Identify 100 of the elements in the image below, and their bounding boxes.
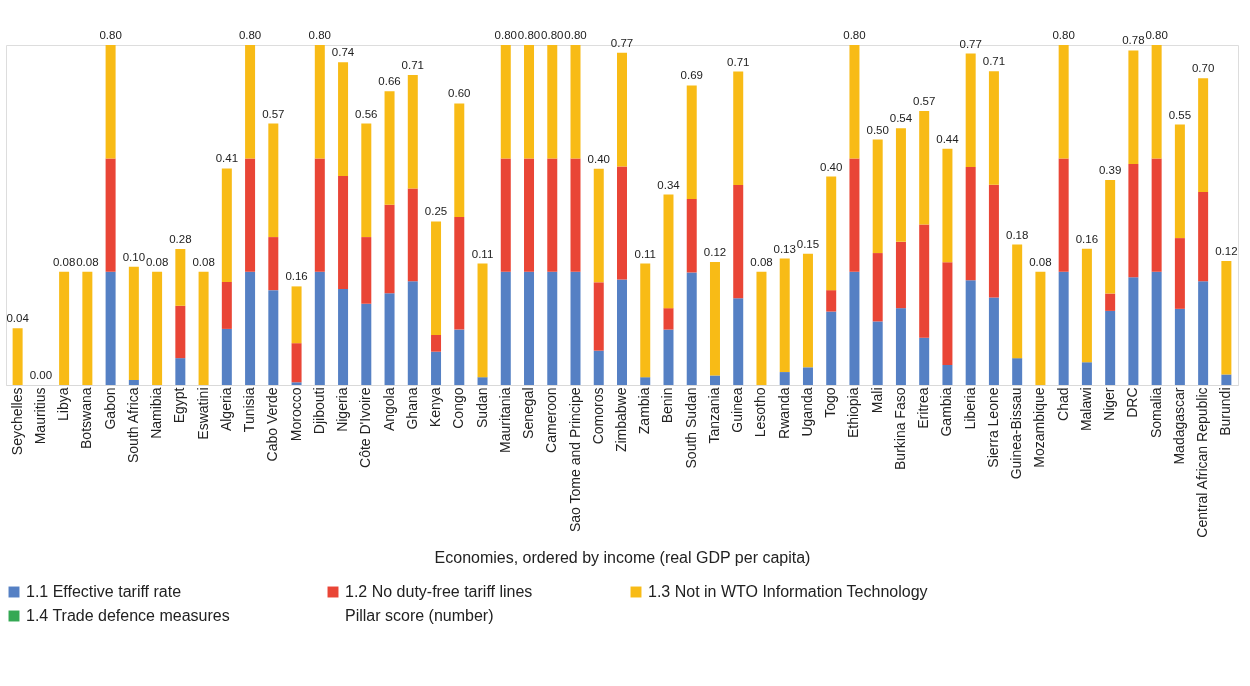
bar (477, 263, 488, 378)
annotation: 0.69 (680, 69, 703, 82)
x-tick-label: Nigeria (334, 387, 351, 432)
bar (733, 185, 744, 299)
annotation: 0.80 (541, 29, 564, 41)
bar (686, 272, 697, 385)
x-tick-label: Madagascar (1170, 387, 1187, 465)
bar (988, 71, 999, 185)
x-tick-label: Gabon (101, 387, 118, 430)
annotation: 0.08 (145, 255, 169, 268)
bar (245, 158, 256, 272)
x-tick-label: Cameroon (543, 387, 560, 453)
bar (175, 305, 186, 359)
x-tick-label: Comoros (589, 387, 606, 445)
annotation: 0.08 (52, 255, 76, 268)
bar (570, 271, 581, 385)
bar (663, 308, 674, 330)
bar (1174, 124, 1185, 239)
bar (12, 328, 23, 385)
x-tick-label: Djibouti (310, 387, 327, 435)
bar (1221, 374, 1232, 385)
bar (895, 128, 906, 242)
bar (1058, 271, 1069, 385)
bar (1198, 191, 1209, 282)
annotation: 0.77 (959, 37, 982, 50)
x-tick-label: Lesotho (752, 387, 769, 438)
x-tick-label: Botswana (78, 387, 95, 449)
annotation: 0.04 (6, 312, 30, 325)
bar (454, 217, 465, 330)
annotation: 0.80 (564, 29, 587, 41)
bar (640, 263, 651, 378)
x-tick-label: Morocco (287, 387, 304, 442)
bar (826, 311, 837, 385)
annotation: 0.08 (76, 255, 99, 268)
x-tick-label: Benin (659, 387, 676, 424)
bar (942, 148, 953, 263)
annotation: 0.80 (99, 29, 122, 41)
bar (570, 45, 581, 159)
bar (779, 372, 790, 385)
bar (338, 175, 349, 290)
bar (338, 289, 349, 385)
annotation: 0.08 (192, 255, 215, 268)
bar (268, 290, 279, 385)
bar (919, 224, 930, 338)
bar (314, 158, 325, 272)
bar (314, 45, 325, 159)
bar (221, 281, 232, 329)
bar (1081, 362, 1092, 385)
bar (431, 335, 442, 352)
bar (221, 168, 232, 282)
x-tick-label: Uganda (798, 387, 815, 437)
bar (733, 71, 744, 186)
x-tick-label: Sierra Leone (984, 387, 1001, 468)
x-axis-title: Economies, ordered by income (real GDP per capita) (434, 549, 811, 567)
bar (826, 176, 837, 291)
bar (1058, 158, 1069, 272)
bar (291, 382, 302, 385)
bar (338, 62, 349, 176)
bar (1198, 281, 1209, 385)
annotation: 0.57 (912, 94, 936, 107)
bar (547, 158, 558, 272)
bar (663, 329, 674, 385)
x-tick-label: Kenya (427, 387, 444, 428)
bar (198, 271, 209, 385)
annotation: 0.80 (1052, 29, 1075, 41)
bar (1105, 293, 1116, 311)
x-tick-label: Libya (55, 387, 72, 421)
bar (965, 167, 976, 281)
bar (291, 343, 302, 383)
x-tick-label: Malawi (1077, 387, 1094, 432)
x-tick-label: Guinea (729, 387, 746, 433)
legend-label: 1.4 Trade defence measures (26, 607, 230, 624)
bar (105, 45, 116, 159)
annotation: 0.16 (285, 270, 308, 283)
bar (872, 253, 883, 322)
bar (849, 271, 860, 385)
bar (175, 249, 186, 306)
bar (59, 271, 70, 385)
x-tick-label: Eritrea (915, 387, 932, 429)
bar (942, 262, 953, 365)
bar (1105, 179, 1116, 294)
x-tick-label: Senegal (520, 387, 537, 439)
x-tick-label: Rwanda (775, 387, 792, 439)
x-tick-label: Zambia (636, 387, 653, 435)
bar (524, 158, 535, 272)
annotation: 0.57 (262, 107, 285, 120)
annotation: 0.44 (936, 132, 960, 145)
bar (1174, 308, 1185, 385)
annotation: 0.25 (424, 205, 448, 218)
text: Pillar score (number) (345, 607, 494, 624)
bar (128, 379, 139, 385)
annotation: 0.80 (494, 29, 517, 41)
bar (709, 261, 720, 376)
x-tick-label: Mozambique (1031, 387, 1048, 468)
annotation: 0.12 (703, 245, 727, 258)
annotation: 0.41 (215, 152, 239, 165)
x-tick-label: Chad (1054, 387, 1071, 421)
x-tick-label: Liberia (961, 387, 978, 430)
x-tick-label: Sao Tome and Principe (566, 387, 583, 532)
bar (454, 103, 465, 218)
